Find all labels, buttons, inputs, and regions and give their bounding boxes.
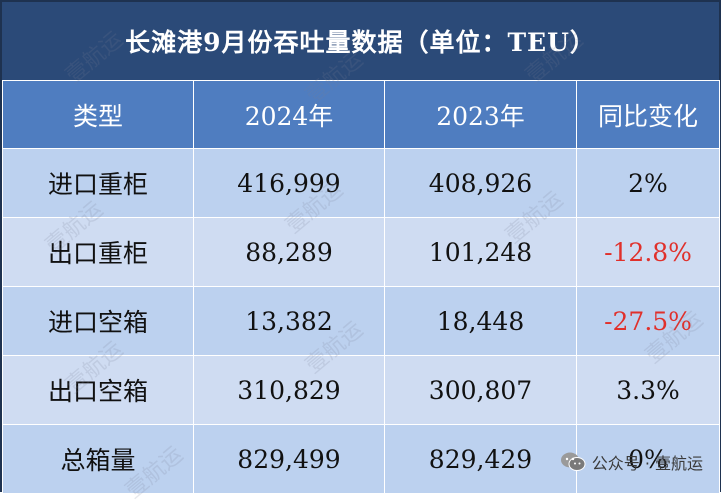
cell-type: 出口重柜 — [2, 217, 194, 287]
cell-type: 总箱量 — [2, 424, 194, 494]
header-change: 同比变化 — [576, 80, 720, 149]
wechat-account-footer: 公众号 · 壹航运 — [560, 450, 703, 474]
cell-2023: 408,926 — [384, 148, 577, 218]
footer-label: 公众号 · 壹航运 — [591, 454, 703, 473]
cell-type: 进口重柜 — [2, 148, 194, 218]
cell-change: 2% — [576, 148, 720, 218]
cell-2024: 829,499 — [193, 424, 385, 494]
table-row: 总箱量 829,499 829,429 0% — [2, 424, 720, 494]
cell-2023: 300,807 — [384, 355, 577, 425]
table-title: 长滩港9月份吞吐量数据（单位：TEU） — [2, 2, 719, 80]
table-row: 出口空箱 310,829 300,807 3.3% — [2, 355, 720, 425]
cell-type: 出口空箱 — [2, 355, 194, 425]
header-row: 类型 2024年 2023年 同比变化 — [2, 80, 720, 149]
table-row: 出口重柜 88,289 101,248 -12.8% — [2, 217, 720, 287]
cell-2024: 13,382 — [193, 286, 385, 356]
cell-2023: 18,448 — [384, 286, 577, 356]
cell-type: 进口空箱 — [2, 286, 194, 356]
cell-change: 0% — [576, 424, 720, 494]
throughput-table: 类型 2024年 2023年 同比变化 进口重柜 416,999 408,926… — [2, 80, 720, 494]
cell-change: 3.3% — [576, 355, 720, 425]
header-2023: 2023年 — [384, 80, 577, 149]
cell-2024: 310,829 — [193, 355, 385, 425]
table-row: 进口空箱 13,382 18,448 -27.5% — [2, 286, 720, 356]
cell-change: -12.8% — [576, 217, 720, 287]
header-type: 类型 — [2, 80, 194, 149]
cell-2023: 829,429 — [384, 424, 577, 494]
wechat-icon — [560, 451, 586, 473]
cell-2024: 416,999 — [193, 148, 385, 218]
table-row: 进口重柜 416,999 408,926 2% — [2, 148, 720, 218]
cell-2023: 101,248 — [384, 217, 577, 287]
cell-change: -27.5% — [576, 286, 720, 356]
cell-2024: 88,289 — [193, 217, 385, 287]
title-text: 长滩港9月份吞吐量数据（单位：TEU） — [125, 28, 596, 57]
header-2024: 2024年 — [193, 80, 385, 149]
